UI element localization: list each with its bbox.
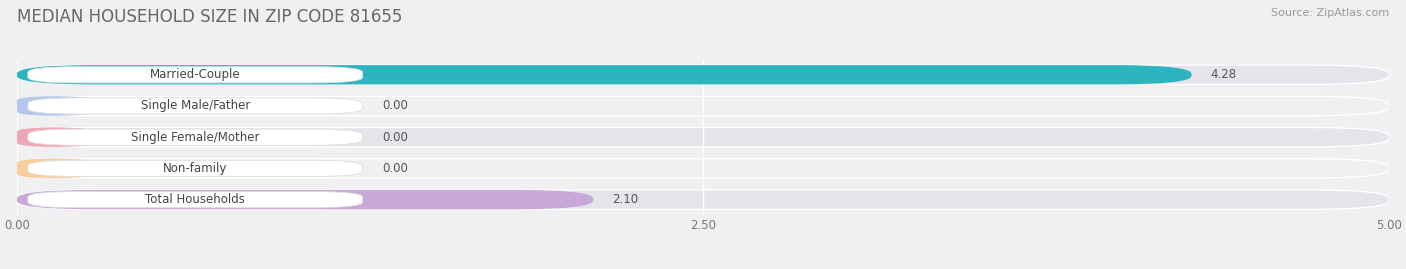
FancyBboxPatch shape [17,159,1389,178]
Text: 4.28: 4.28 [1211,68,1237,81]
FancyBboxPatch shape [28,98,363,114]
Text: Non-family: Non-family [163,162,228,175]
FancyBboxPatch shape [17,65,1191,84]
Text: Single Male/Father: Single Male/Father [141,100,250,112]
Text: 0.00: 0.00 [382,100,408,112]
FancyBboxPatch shape [28,129,363,145]
Text: Married-Couple: Married-Couple [150,68,240,81]
FancyBboxPatch shape [17,190,1389,209]
FancyBboxPatch shape [28,192,363,208]
FancyBboxPatch shape [17,96,94,116]
FancyBboxPatch shape [17,96,1389,116]
Text: 0.00: 0.00 [382,131,408,144]
Text: Source: ZipAtlas.com: Source: ZipAtlas.com [1271,8,1389,18]
FancyBboxPatch shape [28,160,363,176]
Text: Total Households: Total Households [145,193,245,206]
FancyBboxPatch shape [17,128,1389,147]
FancyBboxPatch shape [17,159,94,178]
Text: Single Female/Mother: Single Female/Mother [131,131,260,144]
Text: MEDIAN HOUSEHOLD SIZE IN ZIP CODE 81655: MEDIAN HOUSEHOLD SIZE IN ZIP CODE 81655 [17,8,402,26]
Text: 0.00: 0.00 [382,162,408,175]
Text: 2.10: 2.10 [613,193,638,206]
FancyBboxPatch shape [17,190,593,209]
FancyBboxPatch shape [28,67,363,83]
FancyBboxPatch shape [17,65,1389,84]
FancyBboxPatch shape [17,128,94,147]
